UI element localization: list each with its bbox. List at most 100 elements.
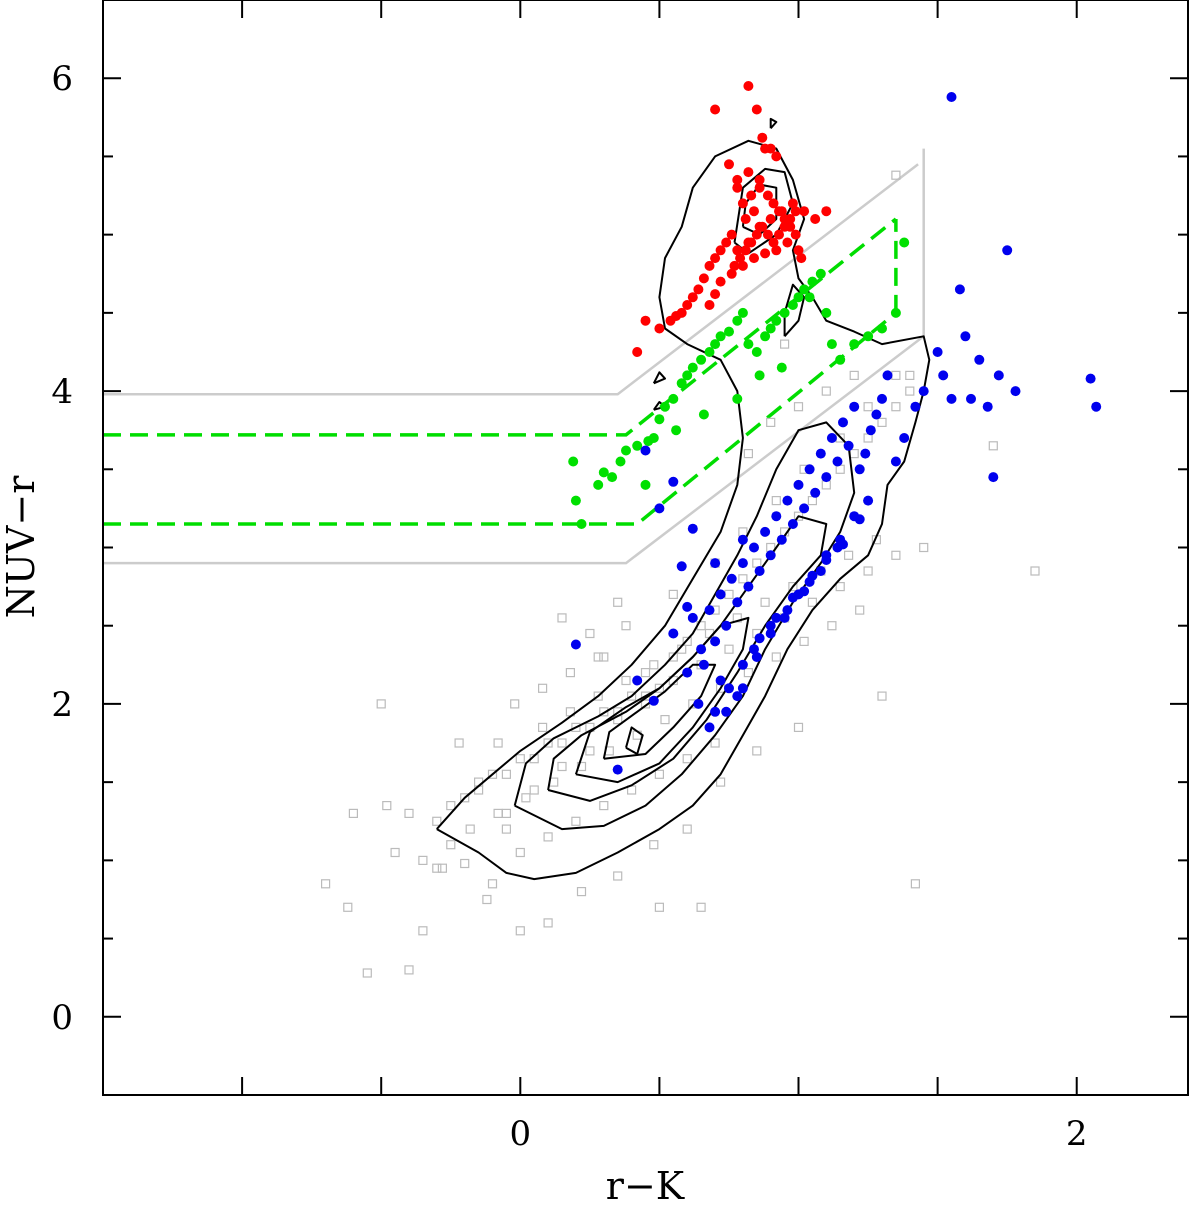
red-sequence-point [790,229,801,240]
background-point [766,417,776,427]
background-point [626,691,637,701]
green-valley-boundary-line [103,217,897,437]
y-tick-label: 6 [51,59,73,99]
background-point [788,581,798,592]
red-sequence-point [762,190,773,201]
blue-cloud-point [815,448,826,459]
green-valley-point [754,370,765,381]
background-point [863,566,873,576]
red-sequence-point [665,315,676,326]
red-sequence-point [768,198,779,209]
background-point [891,550,901,560]
red-sequence-point [687,292,698,303]
red-sequence-point [793,245,804,256]
background-point [460,793,470,803]
green-valley-point [890,307,901,318]
background-point [348,808,358,819]
blue-cloud-point [737,534,748,545]
green-valley-point [849,339,860,350]
background-point [543,738,553,748]
blue-cloud-point [721,620,732,631]
blue-cloud-point [1002,245,1013,256]
blue-cloud-point [749,542,759,553]
red-sequence-point [776,206,787,217]
background-point [715,777,726,787]
blue-cloud-point [877,393,887,404]
green-valley-point [793,292,804,303]
red-sequence-point [760,248,771,259]
green-valley-point [821,307,832,318]
blue-cloud-point [854,514,865,525]
x-tick-label: 2 [1066,1114,1088,1154]
red-sequence-point [704,300,715,310]
background-point [465,824,475,834]
red-sequence-point [746,190,757,201]
green-valley-point [877,323,887,334]
background-point [529,785,539,795]
red-sequence-point [782,237,793,248]
green-valley-point [765,323,776,334]
background-point [891,170,901,180]
background-point [418,855,428,866]
red-sequence-point [740,245,751,256]
background-point [682,636,692,647]
blue-cloud-point [804,576,815,587]
background-point [877,691,887,701]
red-sequence-point [724,159,734,170]
background-point [654,683,665,693]
background-point [621,621,631,631]
green-valley-point [696,354,707,365]
y-axis-label: NUV−r [0,475,43,619]
green-valley-point [632,440,643,451]
background-point [668,652,678,662]
green-valley-point [682,370,693,381]
background-point [501,808,511,819]
blue-cloud-point [648,695,659,706]
outer-boundary-line [103,163,919,396]
red-sequence-point [799,206,810,217]
background-point [382,800,392,811]
blue-cloud-point [754,633,765,644]
blue-cloud-point [654,503,665,514]
background-point [454,738,464,748]
blue-cloud-point [810,487,821,498]
blue-cloud-point [932,347,943,357]
green-valley-point [899,237,910,248]
red-sequence-point [710,289,721,300]
blue-cloud-point [787,519,798,529]
red-sequence-point [749,206,759,217]
blue-cloud-point [765,620,776,631]
background-point [571,816,581,826]
blue-cloud-point [779,612,790,623]
background-point [668,589,678,600]
axis-ticks [103,0,1188,1095]
blue-cloud-point [799,503,810,514]
red-sequence-point [765,143,776,154]
green-valley-point [724,326,734,337]
green-valley-point [668,393,679,404]
blue-cloud-point [687,523,698,534]
background-point [724,589,734,600]
blue-cloud-point [782,495,793,506]
red-sequence-point [704,260,715,271]
blue-cloud-point [787,592,798,603]
background-point [1030,566,1040,576]
background-point [613,871,623,881]
green-valley-point [615,456,626,467]
background-point [493,808,503,819]
background-point [660,714,670,725]
blue-cloud-point [710,636,721,647]
background-point [827,621,837,631]
background-point [654,902,665,912]
background-point [376,699,386,709]
background-point [988,441,998,451]
background-point [543,918,553,928]
blue-cloud-point [960,331,971,342]
background-point [482,894,492,905]
green-valley-point [671,425,682,436]
green-valley-point [835,354,846,365]
red-sequence-point [715,276,726,287]
blue-cloud-point [1091,401,1102,412]
blue-cloud-point [860,448,871,459]
